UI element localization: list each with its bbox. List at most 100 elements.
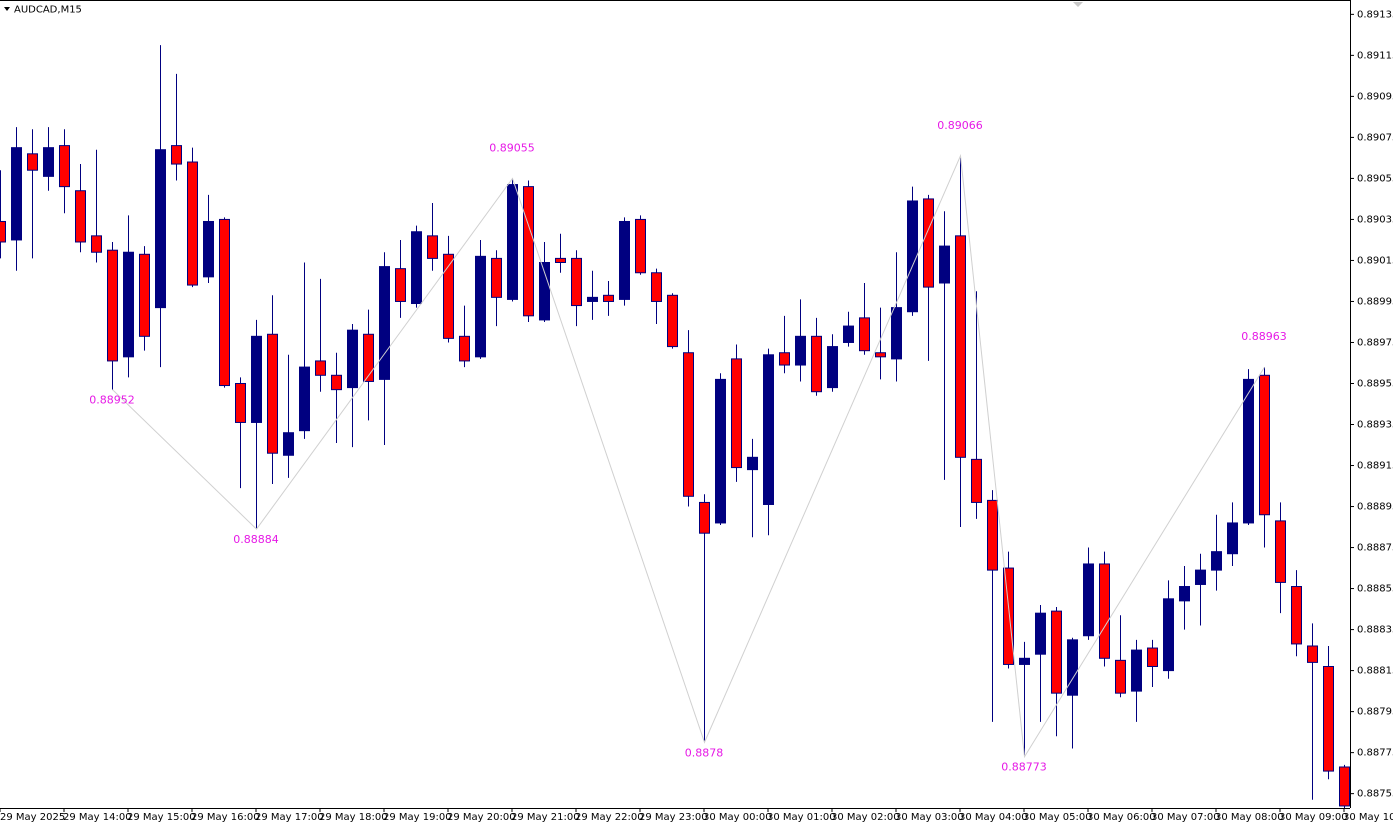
candle-body-up xyxy=(283,432,294,456)
zigzag-label: 0.88773 xyxy=(1001,761,1047,774)
candle-body-down xyxy=(1323,665,1334,772)
candle-body-up xyxy=(123,251,134,358)
candle-body-down xyxy=(603,294,614,302)
candle-body-up xyxy=(379,266,390,380)
candle-body-up xyxy=(795,335,806,366)
candle-body-up xyxy=(1195,569,1206,585)
candle-body-up xyxy=(907,200,918,313)
candle-body-down xyxy=(1291,586,1302,645)
x-tick-label: 30 May 10:00 xyxy=(1343,812,1393,823)
y-tick-label: 0.88895 xyxy=(1357,502,1393,513)
x-tick-label: 29 May 20:00 xyxy=(447,812,516,823)
candle-body-down xyxy=(427,235,438,259)
candle-body-down xyxy=(1003,567,1014,665)
zigzag-label: 0.8878 xyxy=(685,746,724,759)
y-tick-label: 0.89035 xyxy=(1357,214,1393,225)
candle-body-down xyxy=(1339,766,1350,807)
candle-body-down xyxy=(779,352,790,366)
candle-body-down xyxy=(395,268,406,302)
candle-body-up xyxy=(827,346,838,389)
candle-body-down xyxy=(731,358,742,469)
y-tick-label: 0.88855 xyxy=(1357,584,1393,595)
zigzag-label: 0.89055 xyxy=(489,141,535,154)
candle-body-down xyxy=(363,333,374,382)
candle-body-up xyxy=(411,231,422,305)
x-tick-label: 30 May 09:00 xyxy=(1279,812,1348,823)
candle-body-down xyxy=(491,257,502,298)
candle-body-down xyxy=(443,253,454,339)
candle-body-up xyxy=(155,149,166,309)
y-tick-label: 0.88775 xyxy=(1357,748,1393,759)
candle-body-up xyxy=(843,325,854,343)
y-tick-label: 0.88955 xyxy=(1357,378,1393,389)
candle-body-down xyxy=(267,333,278,454)
zigzag-label: 0.88952 xyxy=(89,394,135,407)
chart-title: AUDCAD,M15 xyxy=(14,5,82,16)
y-tick-label: 0.88755 xyxy=(1357,789,1393,800)
candle-body-down xyxy=(1307,645,1318,663)
x-tick-label: 29 May 22:00 xyxy=(575,812,644,823)
candle-body-down xyxy=(91,235,102,253)
candle-body-up xyxy=(1083,563,1094,637)
candle-body-up xyxy=(347,329,358,389)
candle-body-down xyxy=(235,382,246,423)
candle-body-down xyxy=(699,501,710,534)
candle-body-down xyxy=(1275,520,1286,583)
candle-body-down xyxy=(187,161,198,286)
candle-body-up xyxy=(587,296,598,302)
y-tick-label: 0.88815 xyxy=(1357,666,1393,677)
candle-body-down xyxy=(571,257,582,307)
candle-body-down xyxy=(1115,659,1126,694)
candle-body-down xyxy=(523,186,534,317)
x-tick-label: 30 May 06:00 xyxy=(1087,812,1156,823)
y-tick-label: 0.89095 xyxy=(1357,91,1393,102)
candle-body-up xyxy=(203,220,214,278)
candle-body-up xyxy=(1035,612,1046,655)
y-tick-label: 0.89015 xyxy=(1357,255,1393,266)
zigzag-label: 0.88884 xyxy=(233,533,279,546)
x-tick-label: 29 May 15:00 xyxy=(127,812,196,823)
y-tick-label: 0.88915 xyxy=(1357,461,1393,472)
y-tick-label: 0.88995 xyxy=(1357,296,1393,307)
candle-body-up xyxy=(1179,586,1190,602)
candle-body-down xyxy=(667,294,678,348)
y-tick-label: 0.89115 xyxy=(1357,50,1393,61)
candle-body-up xyxy=(891,307,902,360)
candle-body-up xyxy=(1211,551,1222,571)
shift-marker xyxy=(1073,2,1083,7)
candle-body-down xyxy=(811,335,822,393)
y-tick-label: 0.88875 xyxy=(1357,543,1393,554)
candle-body-up xyxy=(507,184,518,300)
x-tick-label: 30 May 07:00 xyxy=(1151,812,1220,823)
candle-body-up xyxy=(1227,522,1238,555)
x-tick-label: 30 May 04:00 xyxy=(959,812,1028,823)
candle-body-down xyxy=(923,198,934,288)
x-tick-label: 30 May 05:00 xyxy=(1023,812,1092,823)
x-tick-label: 29 May 16:00 xyxy=(191,812,260,823)
candle-body-up xyxy=(1131,649,1142,692)
candle-body-down xyxy=(1051,610,1062,694)
x-tick-label: 30 May 00:00 xyxy=(703,812,772,823)
candle-body-down xyxy=(315,360,326,376)
zigzag-label: 0.89066 xyxy=(937,119,983,132)
x-tick-label: 30 May 08:00 xyxy=(1215,812,1284,823)
candle-body-down xyxy=(987,499,998,571)
plot-area xyxy=(0,45,1350,808)
candle-body-up xyxy=(763,354,774,505)
zigzag-label: 0.88963 xyxy=(1241,330,1287,343)
candle-body-down xyxy=(459,335,470,362)
x-tick-label: 29 May 2025 xyxy=(0,812,65,823)
x-tick-label: 29 May 19:00 xyxy=(383,812,452,823)
x-tick-label: 30 May 03:00 xyxy=(895,812,964,823)
candle-body-up xyxy=(1243,378,1254,524)
menu-triangle[interactable] xyxy=(4,7,10,11)
candle-body-down xyxy=(875,352,886,358)
candle-body-down xyxy=(139,253,150,337)
candle-body-up xyxy=(299,366,310,432)
candle-body-down xyxy=(651,272,662,302)
candle-body-down xyxy=(1099,563,1110,659)
y-tick-label: 0.88935 xyxy=(1357,420,1393,431)
y-tick-label: 0.89135 xyxy=(1357,9,1393,20)
